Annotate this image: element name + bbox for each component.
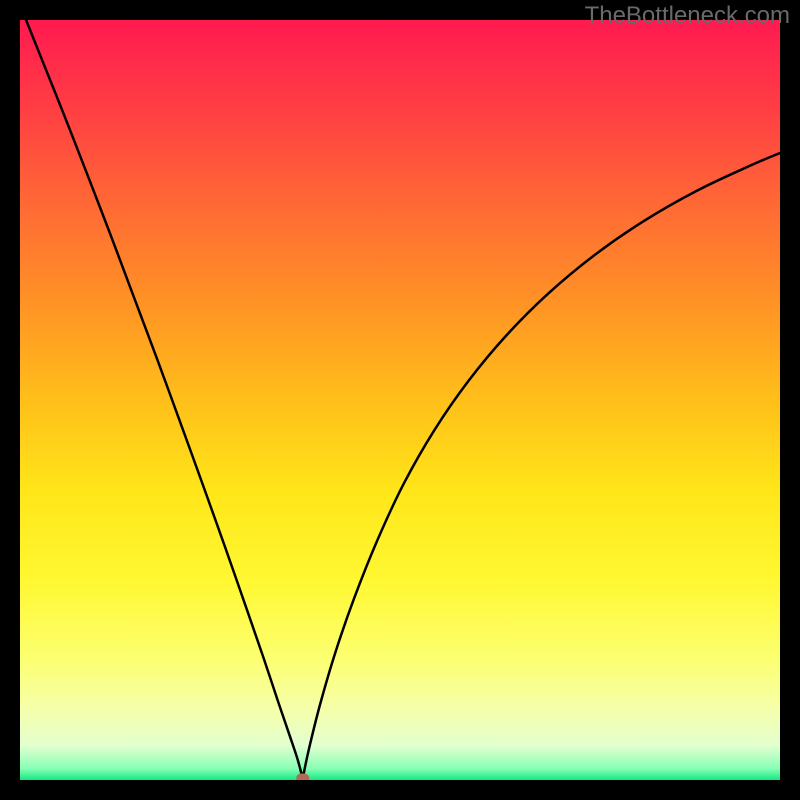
chart-plot-area bbox=[20, 20, 780, 780]
watermark-text: TheBottleneck.com bbox=[585, 2, 790, 30]
minimum-marker bbox=[296, 774, 309, 780]
chart-background bbox=[20, 20, 780, 780]
chart-svg bbox=[20, 20, 780, 780]
